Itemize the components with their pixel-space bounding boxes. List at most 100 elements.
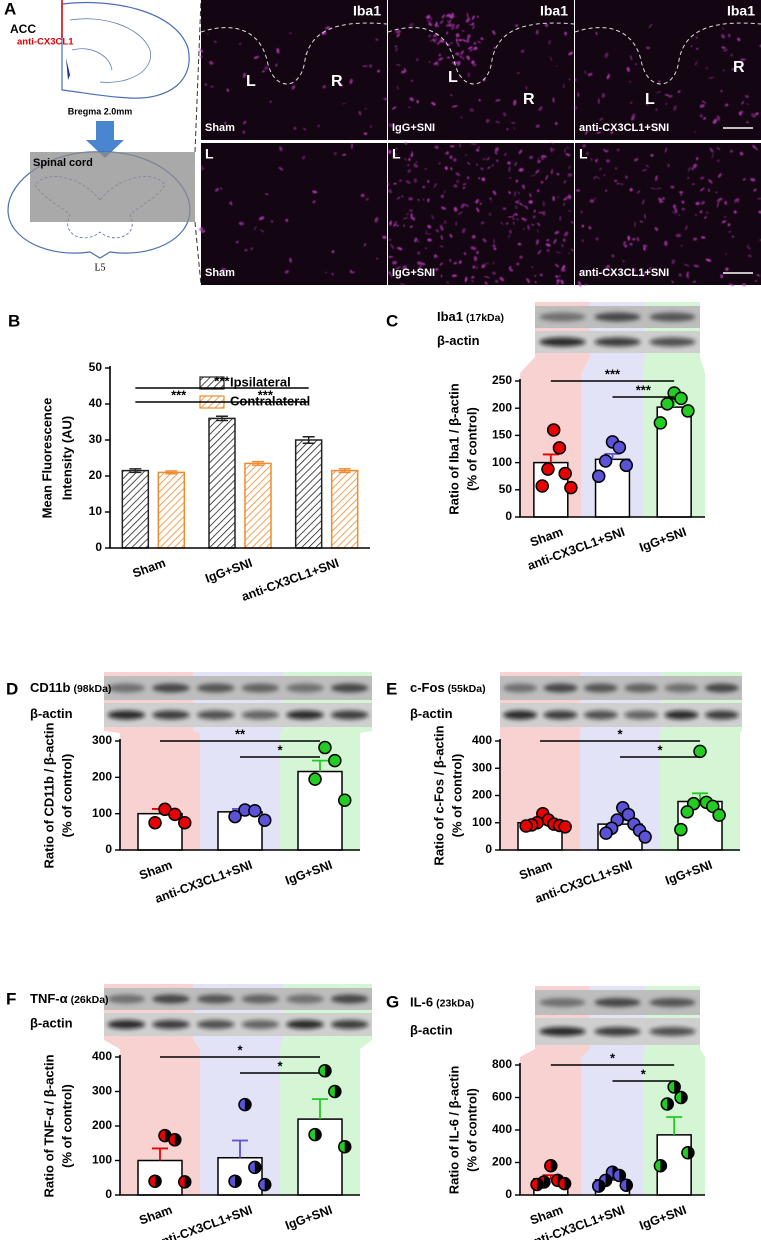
cell xyxy=(678,273,682,277)
group-label: Sham xyxy=(205,122,235,134)
cell xyxy=(449,145,455,148)
group-label: anti-CX3CL1+SNI xyxy=(579,267,669,279)
cell xyxy=(677,90,681,94)
side-label: L xyxy=(392,146,401,162)
cell xyxy=(507,234,511,239)
error-bar xyxy=(312,1098,328,1120)
y-tick-label: 400 xyxy=(92,1049,112,1063)
cell xyxy=(739,151,744,156)
cell xyxy=(456,60,461,66)
error-bar xyxy=(252,460,264,466)
cell xyxy=(540,181,544,184)
cell xyxy=(531,223,534,226)
blot-band xyxy=(286,683,324,693)
cell xyxy=(438,57,444,61)
cell xyxy=(463,251,467,256)
data-point xyxy=(228,809,242,824)
cell xyxy=(708,188,710,192)
cell xyxy=(623,241,626,246)
y-tick-label: 100 xyxy=(92,1153,112,1167)
cell xyxy=(570,248,575,252)
data-point xyxy=(178,1175,192,1189)
cell xyxy=(584,283,587,286)
cell xyxy=(734,198,740,202)
cell xyxy=(443,190,446,194)
y-tick-label: 200 xyxy=(492,1155,512,1169)
significance-label: * xyxy=(657,742,663,757)
cell xyxy=(369,124,372,129)
y-tick-label: 200 xyxy=(92,1118,112,1132)
cell xyxy=(482,158,487,161)
cell xyxy=(477,41,482,44)
y-axis-label: (% of control) xyxy=(464,407,479,491)
cell xyxy=(484,276,490,279)
blot-band xyxy=(241,1020,280,1029)
blot-band xyxy=(330,1020,369,1029)
cell xyxy=(717,173,722,178)
cell xyxy=(542,210,546,217)
cell xyxy=(493,247,497,251)
cell xyxy=(422,197,425,201)
cell xyxy=(407,169,412,173)
cell xyxy=(711,152,714,159)
cell xyxy=(387,67,389,71)
error-bar xyxy=(666,1116,683,1135)
cell xyxy=(506,128,509,131)
error-bar xyxy=(232,1139,248,1158)
cell xyxy=(649,266,652,271)
cell xyxy=(410,212,413,218)
cell xyxy=(515,24,519,28)
cell xyxy=(604,189,608,192)
cell xyxy=(534,281,537,284)
cell xyxy=(695,47,699,50)
cell xyxy=(471,22,475,26)
side-label: R xyxy=(523,91,535,108)
cell xyxy=(673,105,677,111)
cell xyxy=(375,38,379,41)
cell xyxy=(648,23,653,29)
error-bar xyxy=(165,470,178,475)
cell xyxy=(530,174,536,177)
point-half xyxy=(334,1085,341,1098)
point-fill xyxy=(308,772,322,786)
cell xyxy=(199,227,203,232)
point-fill xyxy=(693,744,707,759)
cell xyxy=(606,265,610,269)
cell xyxy=(671,280,674,284)
bar xyxy=(297,770,343,851)
cell xyxy=(494,151,498,155)
x-tick-label: IgG+SNI xyxy=(638,525,689,555)
cell xyxy=(383,97,389,101)
cell xyxy=(590,157,593,161)
cell xyxy=(374,216,379,223)
y-axis-label: Ratio of IL-6 / β-actin xyxy=(446,1066,461,1195)
cell xyxy=(455,37,458,44)
data-point xyxy=(258,813,272,827)
cell xyxy=(550,147,553,153)
cell xyxy=(404,157,408,161)
cell xyxy=(546,248,550,253)
cell xyxy=(312,190,318,194)
significance-label: * xyxy=(641,1066,647,1081)
point-half xyxy=(543,1176,550,1188)
cell xyxy=(568,165,571,170)
blot-band xyxy=(539,312,586,322)
blot-band xyxy=(543,710,578,720)
point-fill xyxy=(535,479,549,493)
cell xyxy=(333,152,337,156)
cell xyxy=(655,108,658,111)
point-fill xyxy=(619,458,634,473)
tissue-outline xyxy=(387,22,575,85)
cell xyxy=(537,249,542,255)
cell xyxy=(377,69,380,73)
data-point xyxy=(168,807,182,822)
cell xyxy=(518,168,524,172)
cell xyxy=(724,200,728,205)
cell xyxy=(492,244,496,248)
cell xyxy=(624,175,629,179)
group-background xyxy=(581,986,645,1195)
cell xyxy=(417,251,421,255)
cell xyxy=(406,213,409,216)
cell xyxy=(512,213,515,218)
point-fill xyxy=(168,807,182,822)
